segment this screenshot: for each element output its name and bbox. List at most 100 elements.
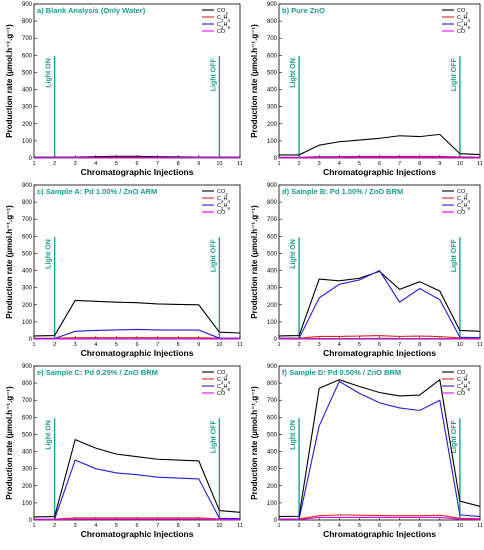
legend-label: C2H4 — [457, 196, 470, 204]
chart-panel-5: 0 100 200 300 400 500 600 700 800 900 1 2 3 4 5 6 7 8 9 10 1… — [5, 364, 243, 539]
legend-label: CO — [457, 391, 466, 397]
y-axis-label: Production rate (µmol.h⁻¹.g⁻¹) — [5, 205, 14, 319]
x-tick-label: 8 — [177, 523, 180, 529]
series-line — [278, 378, 481, 518]
series-line — [34, 337, 240, 339]
x-tick-label: 8 — [177, 161, 180, 167]
x-tick-label: 5 — [115, 342, 118, 348]
legend-label: CO2 — [457, 370, 468, 378]
chart-panel-6: 0 100 200 300 400 500 600 700 800 900 1 2 3 4 5 6 7 8 9 10 1… — [250, 364, 483, 539]
x-tick-label: 7 — [398, 342, 401, 348]
plot-frame — [33, 365, 241, 521]
y-tick-label: 500 — [22, 70, 33, 76]
chart-panel-4: 0 100 200 300 400 500 600 700 800 900 1 2 3 4 5 6 7 8 9 10 1… — [250, 183, 483, 358]
series-line — [279, 155, 481, 158]
x-tick-label: 6 — [378, 523, 381, 529]
series-line — [33, 518, 240, 521]
x-tick-label: 3 — [74, 161, 77, 167]
light-marker-label: Light OFF — [210, 57, 217, 91]
x-tick-label: 3 — [318, 342, 321, 348]
series-line — [33, 517, 241, 520]
x-tick-label: 8 — [418, 342, 421, 348]
x-tick-label: 11 — [237, 523, 243, 529]
light-marker-label: Light ON — [46, 420, 53, 450]
x-tick-label: 6 — [135, 523, 138, 529]
x-tick-label: 2 — [298, 161, 301, 167]
y-tick-label: 200 — [22, 484, 33, 490]
y-tick-label: 200 — [267, 303, 278, 309]
chart-panel-3: 0 100 200 300 400 500 600 700 800 900 1 2 3 4 5 6 7 8 9 10 1… — [5, 183, 243, 358]
legend-label: C2H4 — [457, 15, 470, 23]
y-tick-label: 700 — [22, 217, 33, 223]
x-tick-label: 2 — [53, 161, 56, 167]
x-tick-label: 1 — [32, 523, 35, 529]
legend-label: CO — [457, 210, 466, 216]
light-marker-label: Light ON — [46, 239, 53, 269]
y-axis-label: Production rate (µmol.h⁻¹.g⁻¹) — [250, 205, 259, 319]
legend-label: C2H4 — [217, 196, 230, 204]
y-tick-label: 700 — [22, 36, 33, 42]
panel-title: b) Pure ZnO — [282, 6, 325, 15]
x-tick-label: 5 — [115, 523, 118, 529]
y-tick-label: 200 — [267, 484, 278, 490]
y-tick-label: 700 — [267, 217, 278, 223]
x-tick-label: 2 — [53, 342, 56, 348]
legend-label: C2H4 — [457, 377, 470, 385]
legend-label: CO2 — [217, 8, 228, 16]
light-marker-label: Light OFF — [210, 419, 217, 453]
x-tick-label: 5 — [358, 342, 361, 348]
panel-title: f) Sample D: Pd 0.50% / ZnO BRM — [282, 368, 401, 377]
y-tick-label: 100 — [267, 501, 278, 507]
y-tick-label: 100 — [267, 139, 278, 145]
y-tick-label: 900 — [267, 364, 278, 370]
light-marker-label: Light OFF — [210, 238, 217, 272]
x-tick-label: 7 — [156, 523, 159, 529]
y-tick-label: 0 — [274, 518, 278, 524]
y-tick-label: 600 — [22, 234, 33, 240]
y-tick-label: 600 — [22, 53, 33, 59]
y-tick-label: 300 — [267, 286, 278, 292]
y-tick-label: 700 — [22, 398, 33, 404]
legend-label: CO — [457, 29, 466, 35]
y-tick-label: 800 — [267, 381, 278, 387]
y-tick-label: 400 — [22, 450, 33, 456]
y-axis-label: Production rate (µmol.h⁻¹.g⁻¹) — [250, 386, 259, 500]
y-tick-label: 800 — [22, 19, 33, 25]
y-tick-label: 300 — [267, 105, 278, 111]
y-tick-label: 600 — [22, 415, 33, 421]
x-tick-label: 9 — [197, 523, 200, 529]
light-marker-label: Light ON — [46, 58, 53, 88]
legend-label: CO2 — [217, 189, 228, 197]
y-tick-label: 200 — [22, 303, 33, 309]
y-tick-label: 600 — [267, 53, 278, 59]
x-tick-label: 11 — [477, 161, 483, 167]
y-tick-label: 100 — [22, 139, 33, 145]
y-tick-label: 200 — [267, 122, 278, 128]
x-tick-label: 7 — [156, 342, 159, 348]
x-tick-label: 2 — [298, 523, 301, 529]
x-tick-label: 4 — [338, 161, 341, 167]
y-tick-label: 0 — [274, 156, 278, 162]
series-line — [279, 335, 480, 339]
series-line — [33, 438, 241, 518]
x-axis-label: Chromatographic Injections — [81, 167, 194, 177]
y-tick-label: 500 — [267, 432, 278, 438]
x-tick-label: 11 — [237, 161, 243, 167]
y-tick-label: 900 — [22, 2, 33, 8]
legend-label: C2H6 — [457, 22, 470, 30]
x-tick-label: 3 — [318, 161, 321, 167]
series-line — [34, 328, 241, 340]
x-tick-label: 8 — [177, 342, 180, 348]
legend-label: CO2 — [457, 8, 468, 16]
x-tick-label: 3 — [318, 523, 321, 529]
plot-frame — [278, 365, 481, 521]
y-tick-label: 900 — [22, 364, 33, 370]
y-tick-label: 800 — [267, 19, 278, 25]
y-tick-label: 400 — [267, 88, 278, 94]
x-tick-label: 8 — [418, 523, 421, 529]
legend-label: CO2 — [217, 370, 228, 378]
y-tick-label: 500 — [267, 251, 278, 257]
y-tick-label: 700 — [267, 36, 278, 42]
x-tick-label: 1 — [32, 342, 35, 348]
